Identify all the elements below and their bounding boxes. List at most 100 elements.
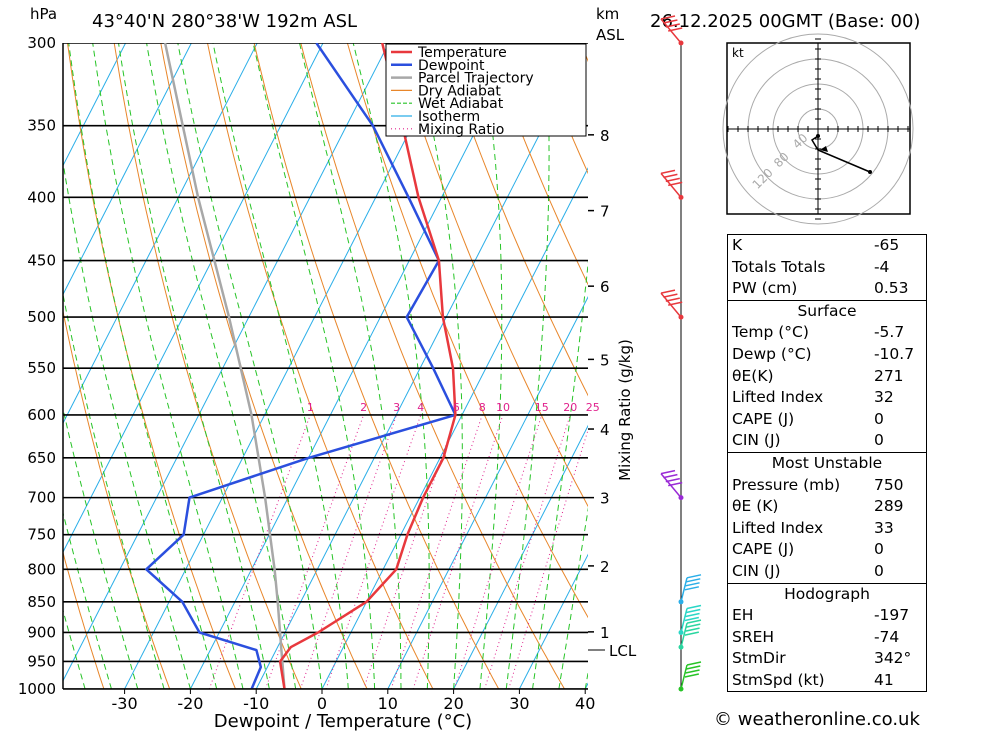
index-row: Temp (°C) -5.7	[728, 322, 927, 344]
index-value: -4	[873, 257, 890, 276]
wind-barb-staff	[680, 664, 688, 690]
wind-barb-flag	[684, 616, 699, 622]
mixing-ratio-line	[412, 414, 504, 689]
isotherm-line	[63, 43, 192, 296]
index-value: -5.7	[873, 323, 905, 342]
index-label: Totals Totals	[732, 257, 826, 276]
index-row: EH -197	[728, 605, 927, 627]
wind-barb-flag	[665, 23, 680, 28]
wind-barb-flag	[668, 27, 683, 32]
pressure-tick-label: 850	[27, 593, 56, 611]
index-value: 289	[873, 497, 904, 516]
wind-barb	[680, 574, 702, 602]
isotherm-line	[63, 43, 127, 167]
x-axis-label: Dewpoint / Temperature (°C)	[214, 711, 472, 732]
index-label: θE (K)	[732, 497, 779, 516]
km-tick-label: 5	[600, 351, 610, 369]
mixing-ratio-axis-label: Mixing Ratio (g/kg)	[616, 339, 634, 481]
wind-barb-staff	[680, 577, 688, 602]
lcl-label: LCL	[609, 642, 637, 660]
index-row: Totals Totals -4	[728, 257, 927, 279]
km-tick-label: 3	[600, 490, 610, 508]
hpa-unit-label: hPa	[30, 5, 58, 23]
dry-adiabat-line	[346, 43, 588, 619]
pressure-tick-label: 650	[27, 449, 56, 467]
isotherm-line	[518, 553, 588, 689]
wind-barb-flag	[668, 481, 683, 487]
x-tick-label: 40	[575, 694, 595, 713]
wind-barb	[680, 619, 702, 648]
wet-adiabat-line	[68, 43, 218, 689]
wet-adiabat-line	[299, 43, 402, 689]
wind-barb-flag	[685, 627, 700, 632]
km-tick-label: 8	[600, 127, 610, 145]
isotherm-line	[255, 43, 587, 689]
mixing-ratio-line	[390, 414, 483, 689]
index-label: StmDir	[732, 649, 786, 668]
dewpoint-series	[145, 43, 457, 689]
wind-barb-flag	[668, 301, 683, 306]
index-row: PW (cm) 0.53	[728, 278, 927, 300]
index-value: 0.53	[873, 279, 909, 298]
wet-adiabat-line	[505, 43, 550, 689]
index-label: StmSpd (kt)	[732, 670, 825, 689]
mixing-ratio-label: 25	[586, 401, 600, 414]
index-value: 0	[873, 431, 884, 450]
index-value: 0	[873, 561, 884, 580]
legend-label: Parcel Trajectory	[418, 71, 534, 87]
hodograph-point	[868, 170, 872, 174]
wind-barb-flag	[665, 297, 680, 302]
index-row: θE(K) 271	[728, 366, 927, 388]
index-row: CAPE (J) 0	[728, 539, 927, 561]
mixing-ratio-line	[208, 414, 311, 689]
hodograph-ring	[722, 33, 914, 225]
index-row: Lifted Index 33	[728, 518, 927, 540]
wind-barb-flag	[663, 293, 678, 298]
wind-barb-flag	[685, 669, 700, 674]
mixing-ratio-label: 10	[496, 401, 510, 414]
mixing-ratio-label: 6	[453, 401, 460, 414]
legend-label: Dewpoint	[418, 58, 485, 74]
index-label: CAPE (J)	[732, 409, 795, 428]
x-tick-label: 0	[317, 694, 327, 713]
index-section-title: Surface	[727, 299, 927, 323]
index-label: Dewp (°C)	[732, 344, 812, 363]
index-label: θE(K)	[732, 366, 774, 385]
index-value: 33	[873, 518, 894, 537]
wind-barb-staff	[680, 622, 688, 648]
index-label: CAPE (J)	[732, 540, 795, 559]
index-row: CAPE (J) 0	[728, 409, 927, 431]
km-tick-label: 6	[600, 278, 610, 296]
mixing-ratio-label: 8	[479, 401, 486, 414]
legend-label: Temperature	[417, 45, 507, 61]
pressure-tick-label: 1000	[18, 680, 56, 698]
index-section-title: Hodograph	[727, 582, 927, 606]
dry-adiabat-line	[393, 43, 588, 508]
legend-label: Dry Adiabat	[418, 83, 501, 99]
wet-adiabat-line	[252, 43, 376, 689]
mixing-ratio-line	[453, 414, 543, 689]
mixing-ratio-label: 3	[393, 401, 400, 414]
index-row: Pressure (mb) 750	[728, 475, 927, 497]
mixing-ratio-label: 4	[417, 401, 424, 414]
wind-barb-flag	[684, 586, 699, 591]
index-label: Temp (°C)	[732, 323, 809, 342]
index-value: 271	[873, 366, 904, 385]
x-tick-label: -10	[243, 694, 269, 713]
mixing-ratio-label: 1	[307, 401, 314, 414]
legend-label: Isotherm	[418, 109, 480, 125]
isotherm-line	[321, 167, 588, 689]
wind-barb	[660, 469, 683, 499]
mixing-ratio-line	[508, 428, 588, 689]
indices-table: K -65 Totals Totals -4 PW (cm) 0.53 Surface Tem…	[727, 234, 927, 693]
wind-barb-flag	[684, 673, 699, 678]
index-section-title: Most Unstable	[727, 451, 927, 475]
wind-barb-flag	[665, 477, 680, 483]
legend-box	[385, 43, 587, 137]
index-label: Lifted Index	[732, 388, 824, 407]
wet-adiabat-line	[63, 406, 139, 689]
mixing-ratio-label: 20	[563, 401, 577, 414]
wind-barb-flag	[686, 623, 701, 628]
hodograph-trace	[810, 135, 871, 173]
index-value: 32	[873, 388, 894, 407]
